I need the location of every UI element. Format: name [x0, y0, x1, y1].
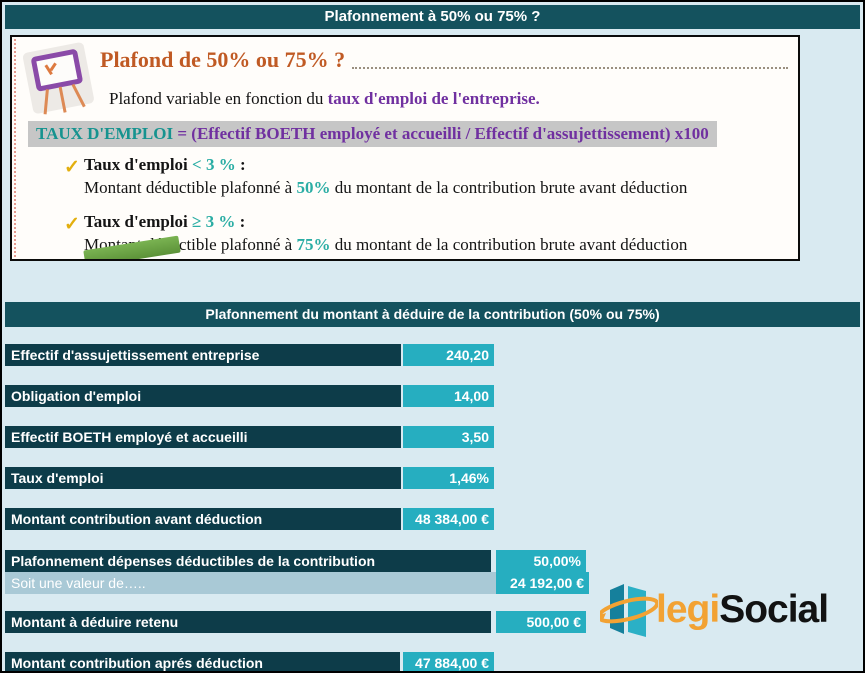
bullet2-detail-suffix: du montant de la contribution brute avan… — [330, 235, 688, 254]
bullet1-detail-prefix: Montant déductible plafonné à — [84, 178, 297, 197]
check-icon: ✓ — [64, 157, 80, 178]
intro-prefix: Plafond variable en fonction du — [109, 89, 328, 108]
cell-soit-valeur[interactable]: 24 192,00 € — [496, 572, 589, 594]
cell-obligation-emploi[interactable]: 14,00 — [403, 385, 494, 407]
panel-dotted-border — [14, 39, 16, 257]
row-label-effectif-boeth: Effectif BOETH employé et accueilli — [5, 426, 401, 448]
cell-plafonnement-pourcentage[interactable]: 50,00% — [496, 550, 586, 572]
logo-part1: legi — [656, 588, 720, 631]
bullet2-label: Taux d'emploi — [84, 212, 193, 231]
bullet1-condition-line: Taux d'emploi < 3 % : — [84, 155, 246, 175]
bullet1-colon: : — [235, 155, 246, 174]
employment-rate-formula: TAUX D'EMPLOI = (Effectif BOETH employé … — [28, 121, 717, 147]
bullet1-label: Taux d'emploi — [84, 155, 193, 174]
info-panel: Plafond de 50% ou 75% ? Plafond variable… — [10, 35, 800, 261]
check-icon: ✓ — [64, 214, 80, 235]
bullet1-detail-line: Montant déductible plafonné à 50% du mon… — [84, 178, 687, 198]
intro-highlight: taux d'emploi de l'entreprise. — [327, 89, 540, 108]
cell-taux-emploi[interactable]: 1,46% — [403, 467, 494, 489]
bullet1-detail-suffix: du montant de la contribution brute avan… — [330, 178, 688, 197]
bullet1-percentage: 50% — [296, 178, 331, 197]
bullet2-condition-line: Taux d'emploi ≥ 3 % : — [84, 212, 245, 232]
logo-part2: Social — [719, 588, 829, 631]
easel-icon — [22, 42, 94, 115]
row-label-obligation-emploi: Obligation d'emploi — [5, 385, 401, 407]
row-label-soit-valeur: Soit une valeur de….. — [5, 572, 496, 594]
bullet2-colon: : — [235, 212, 246, 231]
cell-contribution-avant[interactable]: 48 384,00 € — [403, 508, 494, 530]
heading-dotted-leader — [352, 67, 788, 69]
cell-montant-deduire[interactable]: 500,00 € — [496, 611, 586, 633]
cell-effectif-assujettissement[interactable]: 240,20 — [403, 344, 494, 366]
formula-term: TAUX D'EMPLOI — [36, 124, 178, 143]
legisocial-logo: legiSocial — [596, 578, 863, 644]
cell-contribution-apres[interactable]: 47 884,00 € — [403, 652, 494, 671]
formula-expression: = (Effectif BOETH employé et accueilli /… — [177, 124, 709, 143]
bullet2-threshold: ≥ 3 % — [192, 212, 236, 231]
cell-effectif-boeth[interactable]: 3,50 — [403, 426, 494, 448]
legisocial-logo-icon — [596, 584, 660, 637]
row-label-contribution-avant: Montant contribution avant déduction — [5, 508, 401, 530]
row-label-montant-deduire: Montant à déduire retenu — [5, 611, 491, 633]
row-label-plafonnement-depenses: Plafonnement dépenses déductibles de la … — [5, 550, 491, 572]
panel-heading: Plafond de 50% ou 75% ? — [100, 47, 346, 72]
row-label-effectif-assujettissement: Effectif d'assujettissement entreprise — [5, 344, 401, 366]
bullet1-threshold: < 3 % — [192, 155, 236, 174]
page-title: Plafonnement à 50% ou 75% ? — [5, 5, 860, 29]
section-title: Plafonnement du montant à déduire de la … — [5, 302, 860, 327]
panel-intro: Plafond variable en fonction du taux d'e… — [109, 89, 540, 109]
row-label-contribution-apres: Montant contribution aprés déduction — [5, 652, 400, 671]
logo-wordmark: legiSocial — [656, 588, 829, 632]
row-label-taux-emploi: Taux d'emploi — [5, 467, 401, 489]
bullet2-percentage: 75% — [296, 235, 331, 254]
